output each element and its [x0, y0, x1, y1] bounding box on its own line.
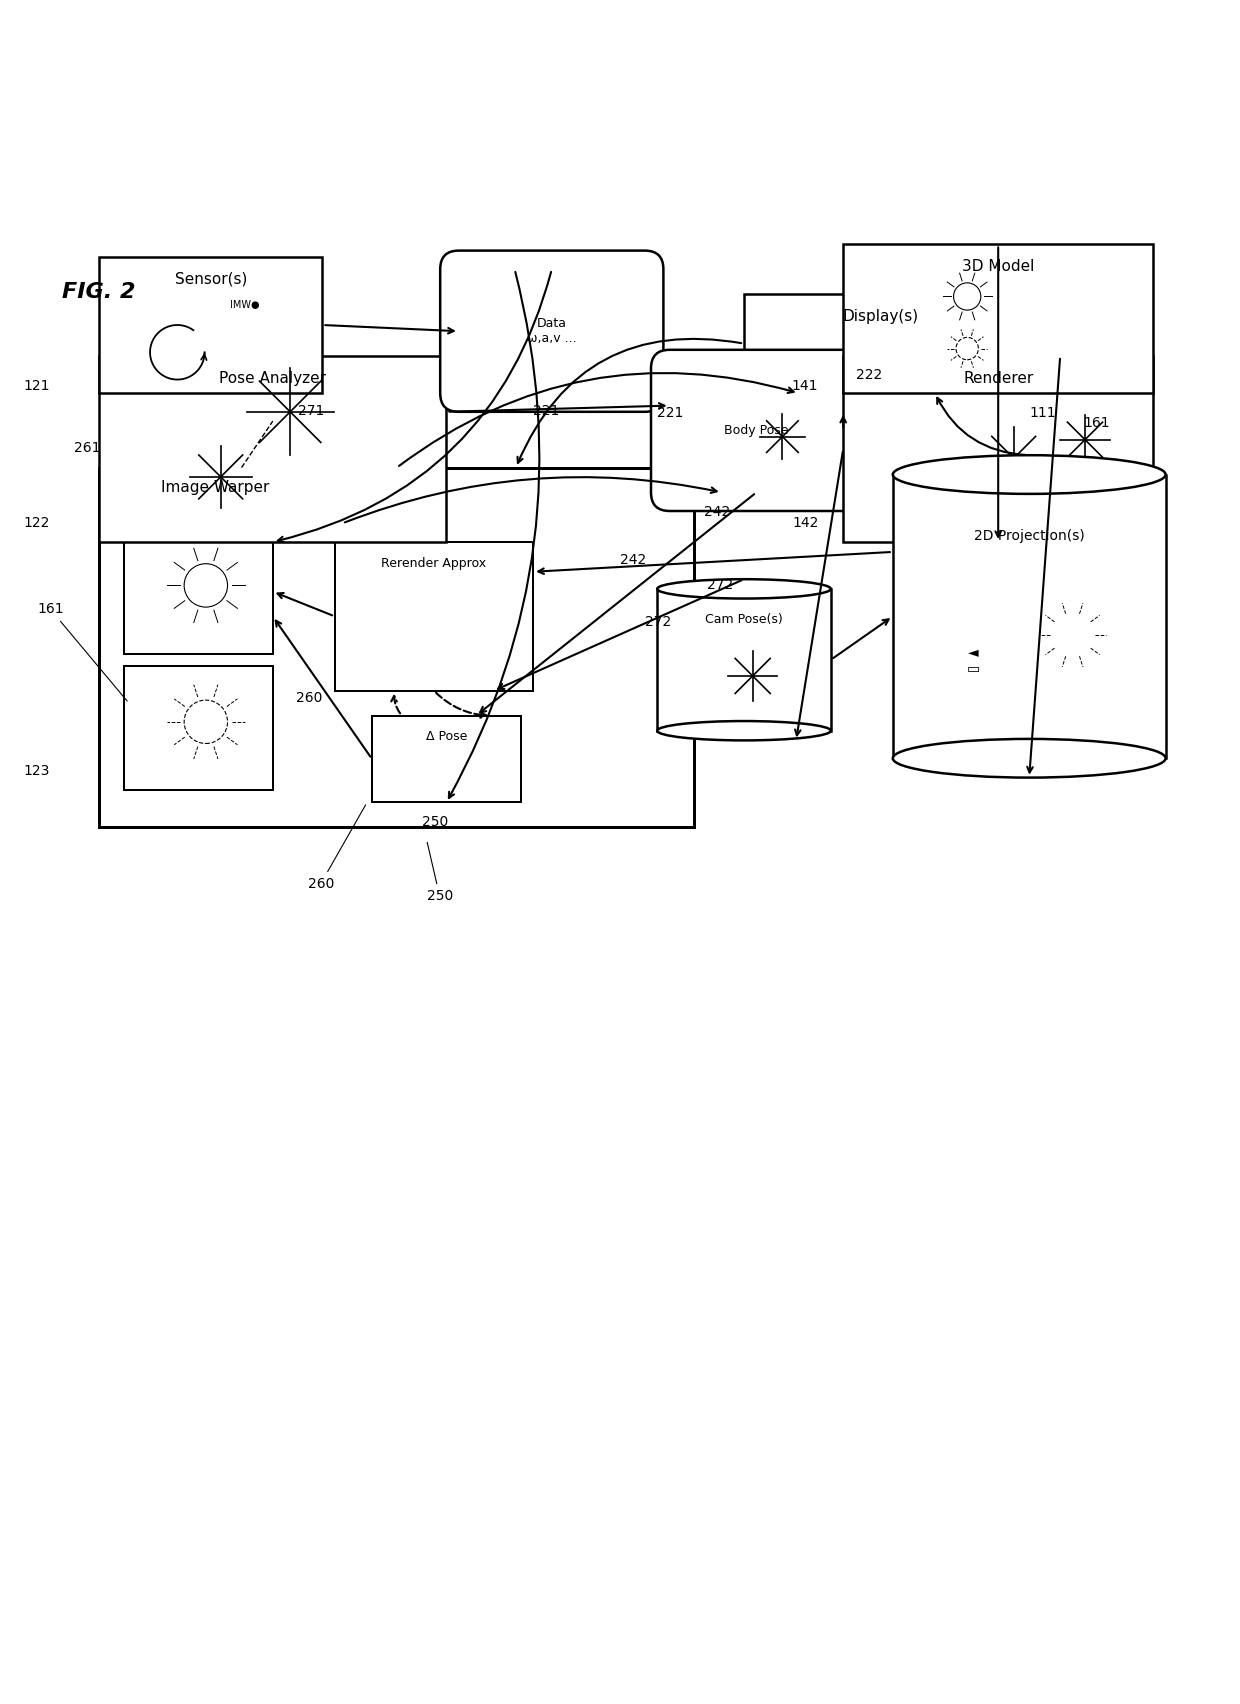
Text: 222: 222 [856, 368, 882, 382]
Text: 122: 122 [24, 516, 50, 530]
Text: 271: 271 [298, 404, 324, 417]
FancyBboxPatch shape [918, 591, 1029, 728]
Text: Δ Pose: Δ Pose [425, 731, 467, 743]
Text: 141: 141 [792, 380, 818, 394]
FancyBboxPatch shape [1017, 567, 1128, 704]
FancyBboxPatch shape [440, 250, 663, 412]
Text: 242: 242 [620, 552, 646, 567]
Text: Pose Analyzer: Pose Analyzer [219, 371, 326, 385]
Ellipse shape [657, 721, 831, 741]
FancyBboxPatch shape [99, 257, 322, 394]
FancyBboxPatch shape [651, 349, 862, 511]
Text: 3D Model: 3D Model [962, 259, 1034, 274]
Text: 111: 111 [1029, 406, 1055, 419]
Text: FIG. 2: FIG. 2 [62, 281, 135, 302]
Text: 142: 142 [792, 516, 818, 530]
Text: Renderer: Renderer [963, 371, 1033, 385]
Bar [661, 590, 827, 731]
Text: Body Pose: Body Pose [724, 424, 789, 436]
FancyBboxPatch shape [124, 666, 273, 791]
Text: 250: 250 [422, 815, 448, 828]
FancyBboxPatch shape [843, 244, 1153, 394]
Ellipse shape [893, 455, 1166, 494]
Text: 242: 242 [704, 504, 730, 518]
Bar [897, 474, 1162, 758]
Text: Sensor(s): Sensor(s) [175, 271, 247, 286]
Ellipse shape [893, 740, 1166, 777]
FancyBboxPatch shape [744, 295, 1017, 394]
Text: 261: 261 [74, 441, 100, 455]
Text: IMW●: IMW● [229, 300, 259, 310]
Bar [893, 474, 1166, 758]
Text: Rerender Approx: Rerender Approx [382, 557, 486, 569]
Text: 161: 161 [1084, 416, 1110, 431]
Bar [657, 590, 831, 731]
Text: Image Warper: Image Warper [161, 481, 269, 494]
Text: Display(s): Display(s) [842, 308, 919, 324]
Text: 272: 272 [707, 578, 733, 591]
Text: 2D Projection(s): 2D Projection(s) [973, 528, 1085, 544]
Text: 221: 221 [657, 406, 683, 419]
Text: 161: 161 [37, 603, 128, 700]
FancyBboxPatch shape [124, 530, 273, 654]
Text: 221: 221 [533, 404, 559, 417]
FancyBboxPatch shape [843, 356, 1153, 542]
Text: 260: 260 [296, 690, 322, 705]
Text: Cam Pose(s): Cam Pose(s) [706, 613, 782, 625]
Text: 260: 260 [308, 804, 366, 891]
Text: 250: 250 [427, 842, 453, 903]
FancyBboxPatch shape [335, 542, 533, 690]
Text: 121: 121 [24, 380, 50, 394]
Text: 123: 123 [24, 763, 50, 777]
FancyBboxPatch shape [372, 716, 521, 803]
FancyBboxPatch shape [99, 356, 446, 542]
FancyBboxPatch shape [99, 467, 694, 826]
Text: 272: 272 [645, 615, 671, 629]
Text: ◄
▭: ◄ ▭ [967, 644, 980, 675]
Ellipse shape [657, 579, 831, 598]
Text: Data
ω,a,v ...: Data ω,a,v ... [527, 317, 577, 346]
